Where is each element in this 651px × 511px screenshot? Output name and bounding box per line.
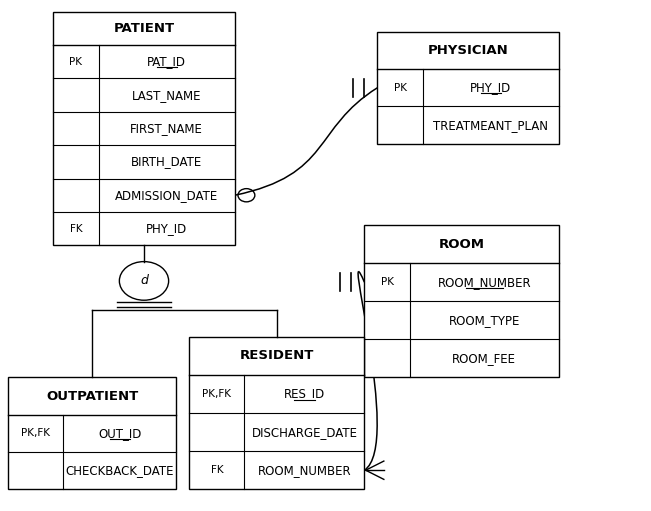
- Text: PK,FK: PK,FK: [202, 389, 231, 399]
- Text: TREATMEANT_PLAN: TREATMEANT_PLAN: [434, 119, 548, 131]
- Text: ROOM_FEE: ROOM_FEE: [452, 352, 516, 365]
- Text: ROOM_NUMBER: ROOM_NUMBER: [437, 275, 531, 289]
- Text: LAST_NAME: LAST_NAME: [132, 88, 201, 102]
- Text: OUTPATIENT: OUTPATIENT: [46, 389, 138, 403]
- Bar: [378, 32, 559, 144]
- Bar: [53, 12, 235, 245]
- Bar: [365, 225, 559, 378]
- Text: FIRST_NAME: FIRST_NAME: [130, 122, 203, 135]
- Text: PK,FK: PK,FK: [21, 428, 50, 438]
- Text: FK: FK: [211, 465, 223, 475]
- Text: OUT_ID: OUT_ID: [98, 427, 141, 440]
- Text: d: d: [140, 274, 148, 287]
- Text: RESIDENT: RESIDENT: [240, 350, 314, 362]
- Text: PK: PK: [70, 57, 83, 66]
- Text: FK: FK: [70, 224, 82, 234]
- Text: PHY_ID: PHY_ID: [470, 81, 512, 95]
- Text: PATIENT: PATIENT: [113, 22, 174, 35]
- Text: CHECKBACK_DATE: CHECKBACK_DATE: [66, 464, 174, 477]
- Text: PK: PK: [394, 83, 406, 93]
- Text: PAT_ID: PAT_ID: [147, 55, 186, 68]
- Text: BIRTH_DATE: BIRTH_DATE: [131, 155, 202, 168]
- Text: PHY_ID: PHY_ID: [146, 222, 187, 235]
- Text: ROOM_TYPE: ROOM_TYPE: [449, 314, 520, 327]
- Text: RES_ID: RES_ID: [284, 387, 325, 401]
- Text: PHYSICIAN: PHYSICIAN: [428, 44, 508, 57]
- Text: DISCHARGE_DATE: DISCHARGE_DATE: [251, 426, 357, 438]
- Bar: [8, 378, 176, 489]
- Text: ROOM: ROOM: [439, 238, 484, 250]
- Text: ADMISSION_DATE: ADMISSION_DATE: [115, 189, 218, 202]
- Bar: [189, 337, 365, 489]
- Text: ROOM_NUMBER: ROOM_NUMBER: [258, 463, 352, 477]
- Text: PK: PK: [381, 277, 394, 287]
